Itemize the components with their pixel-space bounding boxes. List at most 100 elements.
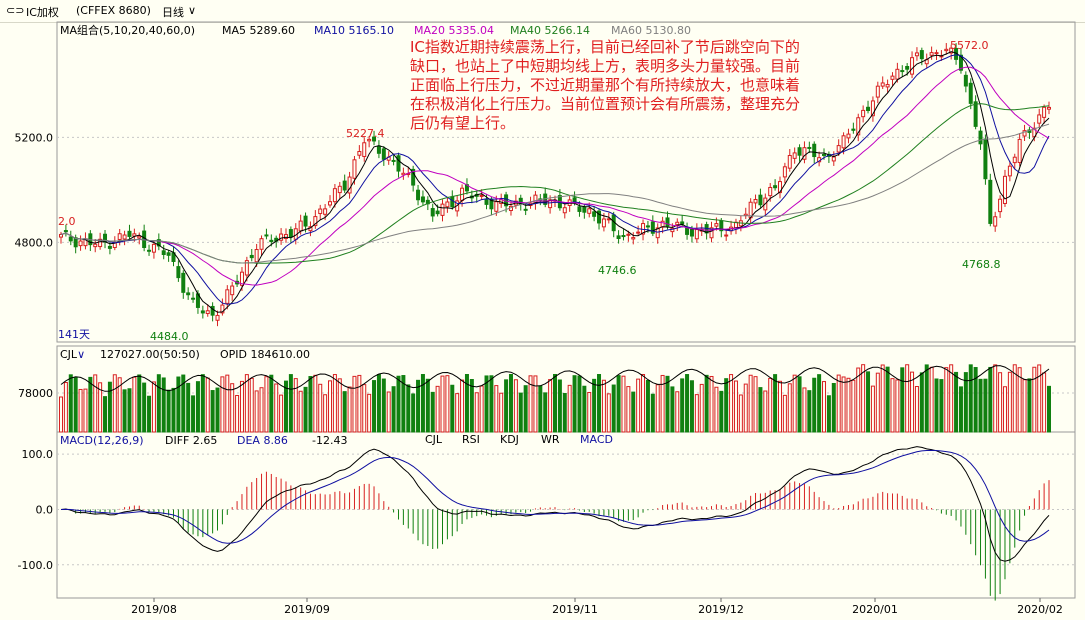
volume-bar (103, 396, 108, 433)
candle-body (127, 230, 132, 237)
candle-body (376, 145, 381, 154)
volume-bar (279, 394, 284, 433)
symbol-name[interactable]: IC加权 (26, 6, 59, 19)
opid-line (60, 365, 1050, 392)
candle-body (724, 234, 729, 237)
volume-bar (973, 367, 978, 433)
candle-body (147, 249, 152, 252)
candle-body (313, 216, 318, 227)
macd-tick-label: -100.0 (18, 559, 53, 572)
volume-bar (259, 387, 264, 433)
volume-bar (636, 378, 641, 433)
volume-bar (215, 387, 220, 433)
volume-bar (293, 378, 298, 433)
volume-bar (504, 379, 509, 433)
candle-body (1047, 106, 1051, 110)
volume-bar (396, 375, 401, 433)
volume-bar (890, 378, 895, 433)
volume-bar (166, 389, 171, 433)
volume-bar (954, 371, 959, 433)
candle-body (249, 254, 254, 259)
candle-body (910, 57, 915, 75)
volume-bar (342, 391, 347, 433)
candle-body (283, 234, 288, 239)
macd-tick-label: 0.0 (36, 503, 54, 516)
symbol-code: (CFFEX 8680) (76, 4, 151, 17)
tab-cjl[interactable]: CJL (425, 433, 443, 446)
volume-bar (156, 374, 161, 433)
tab-macd[interactable]: MACD (580, 433, 613, 446)
volume-indicator-label[interactable]: CJL∨ (60, 348, 86, 361)
candle-body (73, 237, 78, 248)
period-select[interactable]: 日线 (162, 6, 184, 19)
volume-bar (386, 391, 391, 433)
candle-body (420, 196, 425, 203)
link-icon[interactable]: ⊂⊃ (6, 4, 25, 17)
ma10-value: MA10 5165.10 (314, 24, 394, 37)
volume-bar (650, 393, 655, 433)
tab-rsi[interactable]: RSI (462, 433, 480, 446)
volume-bar (191, 395, 196, 433)
volume-bar (533, 375, 538, 433)
candle-body (435, 210, 440, 215)
volume-bar (195, 381, 200, 433)
volume-bar (963, 372, 968, 433)
candle-body (332, 188, 337, 203)
candle-body (856, 117, 861, 136)
candle-body (479, 194, 484, 197)
ma60-value: MA60 5130.80 (611, 24, 691, 37)
candle-body (416, 189, 421, 201)
volume-bar (753, 376, 758, 433)
tab-kdj[interactable]: KDJ (500, 433, 519, 446)
candle-body (998, 198, 1003, 213)
candle-body (1012, 156, 1017, 164)
chevron-down-icon[interactable]: ∨ (188, 4, 197, 17)
volume-bar (1017, 367, 1022, 433)
x-tick-label: 2019/08 (131, 603, 177, 616)
volume-bar (773, 374, 778, 433)
macd-panel (56, 431, 1076, 599)
candle-body (68, 236, 73, 242)
candle-body (577, 206, 582, 212)
candle-body (391, 159, 396, 162)
volume-bar (557, 379, 562, 433)
candle-body (181, 272, 186, 293)
volume-bar (983, 378, 988, 433)
ma-indicator-label[interactable]: MA组合(5,10,20,40,60,0) (60, 24, 196, 37)
volume-bar (802, 387, 807, 433)
tab-wr[interactable]: WR (541, 433, 560, 446)
volume-value: 127027.00(50:50) (100, 348, 200, 361)
volume-bar (914, 386, 919, 433)
candle-body (288, 229, 293, 238)
candle-body (494, 201, 499, 212)
candle-body (298, 220, 303, 232)
ma40-value: MA40 5266.14 (510, 24, 590, 37)
volume-bar (508, 374, 513, 433)
volume-bar (318, 383, 323, 433)
volume-bar (572, 375, 577, 433)
macd-indicator-label[interactable]: MACD(12,26,9) (60, 434, 144, 447)
volume-bar (724, 378, 729, 433)
volume-bar (313, 374, 318, 433)
ma5-line (60, 51, 1050, 313)
price-mark-low-3: 4484.0 (150, 330, 189, 343)
volume-bar (1012, 364, 1017, 433)
candle-body (875, 85, 880, 98)
candle-body (592, 211, 597, 217)
macd-diff-value: DIFF 2.65 (165, 434, 218, 447)
volume-bar (171, 387, 176, 433)
candle-body (254, 249, 259, 263)
ma60-line (60, 123, 1050, 264)
volume-bar (900, 367, 905, 433)
candle-body (606, 218, 611, 221)
candle-body (430, 208, 435, 217)
volume-bar (763, 390, 768, 433)
candle-body (905, 65, 910, 70)
volume-bar (523, 385, 528, 433)
volume-bar (450, 384, 455, 433)
volume-bar (269, 374, 274, 433)
analysis-annotation: IC指数近期持续震荡上行，目前已经回补了节后跳空向下的缺口，也站上了中短期均线上… (410, 38, 801, 132)
volume-bar (680, 378, 685, 433)
volume-bar (235, 394, 240, 433)
volume-bar (420, 374, 425, 433)
